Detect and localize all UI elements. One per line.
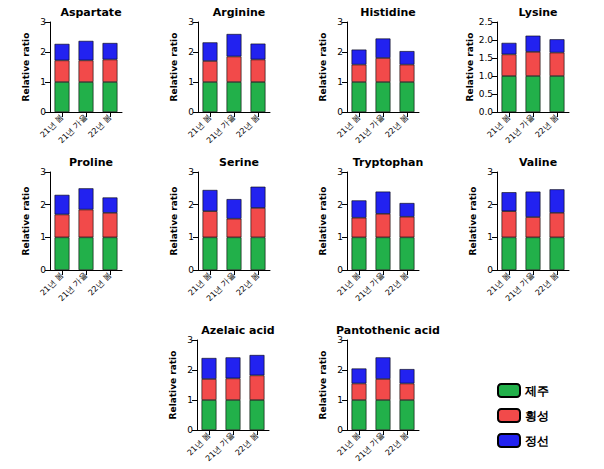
svg-text:21년 가을: 21년 가을: [205, 113, 237, 145]
svg-text:1: 1: [337, 232, 343, 242]
svg-text:Relative ratio: Relative ratio: [21, 187, 31, 256]
svg-text:1: 1: [40, 77, 46, 87]
svg-text:0.0: 0.0: [479, 107, 494, 117]
svg-text:0: 0: [337, 107, 343, 117]
svg-text:1.0: 1.0: [479, 71, 494, 81]
svg-text:22년 봄: 22년 봄: [384, 113, 411, 140]
svg-text:2: 2: [40, 200, 46, 210]
svg-text:21년 가을: 21년 가을: [57, 271, 89, 303]
svg-text:2: 2: [40, 47, 46, 57]
svg-text:Relative ratio: Relative ratio: [318, 351, 328, 420]
svg-text:2: 2: [188, 47, 194, 57]
svg-text:22년 봄: 22년 봄: [534, 113, 561, 140]
svg-text:3: 3: [337, 17, 343, 27]
svg-text:22년 봄: 22년 봄: [234, 431, 261, 458]
svg-text:0: 0: [187, 425, 193, 435]
svg-text:Relative ratio: Relative ratio: [168, 351, 178, 420]
svg-text:21년 봄: 21년 봄: [38, 112, 66, 140]
svg-text:Aspartate: Aspartate: [60, 6, 121, 19]
svg-text:0: 0: [40, 265, 46, 275]
svg-text:0.5: 0.5: [479, 89, 493, 99]
svg-text:22년 봄: 22년 봄: [534, 271, 561, 298]
svg-text:22년 봄: 22년 봄: [235, 113, 262, 140]
svg-text:정선: 정선: [525, 434, 549, 448]
svg-text:0: 0: [188, 107, 194, 117]
svg-text:Lysine: Lysine: [518, 6, 557, 19]
svg-text:0: 0: [337, 425, 343, 435]
svg-text:21년 가을: 21년 가을: [354, 431, 386, 463]
svg-text:1.5: 1.5: [479, 53, 493, 63]
svg-text:3: 3: [40, 17, 46, 27]
svg-text:21년 가을: 21년 가을: [354, 271, 386, 303]
svg-text:3: 3: [337, 167, 343, 177]
svg-text:21년 가을: 21년 가을: [504, 113, 536, 145]
svg-text:21년 가을: 21년 가을: [504, 271, 536, 303]
svg-text:3: 3: [337, 335, 343, 345]
svg-text:21년 봄: 21년 봄: [335, 430, 363, 458]
svg-text:횡성: 횡성: [525, 409, 549, 423]
svg-text:21년 봄: 21년 봄: [485, 112, 513, 140]
svg-text:21년 가을: 21년 가을: [205, 271, 237, 303]
svg-text:Serine: Serine: [219, 156, 259, 169]
svg-text:1: 1: [40, 232, 46, 242]
svg-text:Relative ratio: Relative ratio: [318, 187, 328, 256]
svg-text:2: 2: [187, 365, 193, 375]
svg-text:2: 2: [337, 365, 343, 375]
svg-text:22년 봄: 22년 봄: [384, 431, 411, 458]
svg-text:21년 가을: 21년 가을: [354, 113, 386, 145]
svg-text:0: 0: [487, 265, 493, 275]
svg-text:1: 1: [337, 395, 343, 405]
svg-text:Relative ratio: Relative ratio: [21, 33, 31, 102]
svg-text:3: 3: [487, 167, 493, 177]
svg-text:22년 봄: 22년 봄: [235, 271, 262, 298]
svg-text:3: 3: [188, 17, 194, 27]
svg-text:2: 2: [337, 47, 343, 57]
svg-text:21년 봄: 21년 봄: [186, 112, 214, 140]
svg-text:0: 0: [188, 265, 194, 275]
svg-text:Pantothenic acid: Pantothenic acid: [336, 324, 440, 337]
svg-text:22년 봄: 22년 봄: [87, 271, 114, 298]
svg-text:2: 2: [188, 200, 194, 210]
svg-text:22년 봄: 22년 봄: [384, 271, 411, 298]
svg-text:21년 봄: 21년 봄: [335, 112, 363, 140]
svg-text:1: 1: [187, 395, 193, 405]
svg-text:Relative ratio: Relative ratio: [169, 187, 179, 256]
svg-text:Proline: Proline: [69, 156, 113, 169]
svg-text:21년 봄: 21년 봄: [185, 430, 213, 458]
svg-text:21년 봄: 21년 봄: [38, 270, 66, 298]
svg-text:2.5: 2.5: [479, 17, 493, 27]
svg-text:1: 1: [487, 232, 493, 242]
svg-text:Valine: Valine: [519, 156, 557, 169]
svg-text:2.0: 2.0: [479, 35, 494, 45]
svg-text:1: 1: [188, 232, 194, 242]
svg-text:Tryptophan: Tryptophan: [353, 156, 424, 169]
svg-text:Histidine: Histidine: [360, 6, 416, 19]
svg-text:2: 2: [487, 200, 493, 210]
svg-text:3: 3: [188, 167, 194, 177]
svg-text:1: 1: [337, 77, 343, 87]
svg-text:Arginine: Arginine: [213, 6, 265, 19]
svg-text:21년 가을: 21년 가을: [204, 431, 236, 463]
svg-text:Relative ratio: Relative ratio: [318, 33, 328, 102]
svg-text:21년 봄: 21년 봄: [186, 270, 214, 298]
svg-text:22년 봄: 22년 봄: [87, 113, 114, 140]
svg-text:2: 2: [337, 200, 343, 210]
svg-text:Relative ratio: Relative ratio: [465, 33, 475, 102]
svg-text:1: 1: [188, 77, 194, 87]
svg-text:Relative ratio: Relative ratio: [169, 33, 179, 102]
svg-text:21년 가을: 21년 가을: [57, 113, 89, 145]
svg-text:3: 3: [40, 167, 46, 177]
svg-text:Azelaic acid: Azelaic acid: [201, 324, 274, 337]
svg-text:21년 봄: 21년 봄: [485, 270, 513, 298]
svg-text:3: 3: [187, 335, 193, 345]
svg-text:Relative ratio: Relative ratio: [468, 187, 478, 256]
svg-text:0: 0: [40, 107, 46, 117]
svg-text:0: 0: [337, 265, 343, 275]
svg-text:제주: 제주: [524, 384, 549, 398]
svg-text:21년 봄: 21년 봄: [335, 270, 363, 298]
